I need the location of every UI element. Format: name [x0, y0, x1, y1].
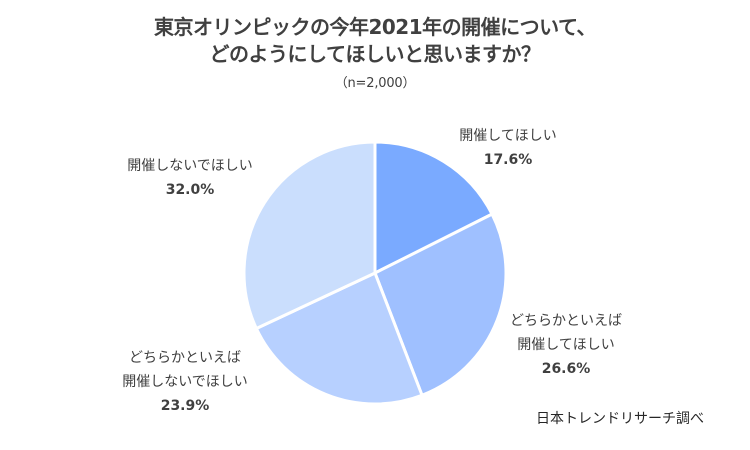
chart-title-line-1: 東京オリンピックの今年2021年の開催について、 [153, 15, 597, 39]
slice-label-0: 開催してほしい 17.6% [459, 128, 557, 168]
slice-value-label: 26.6% [542, 361, 591, 377]
pie-slice-3 [242, 140, 377, 331]
slice-value-label: 17.6% [484, 152, 533, 168]
pie-slice-0 [373, 140, 494, 275]
chart-subtitle: （n=2,000） [334, 76, 416, 91]
source-note: 日本トレンドリサーチ調べ [536, 411, 704, 427]
slice-label-text: どちらかといえば [510, 313, 622, 329]
slice-label-text: 開催してほしい [459, 128, 557, 144]
slice-label-text: どちらかといえば [129, 350, 241, 366]
pie-slice-1 [373, 212, 508, 397]
slice-value-label: 23.9% [161, 398, 210, 414]
slice-label-3: 開催しないでほしい 32.0% [127, 158, 253, 198]
pie-slice-2 [254, 271, 424, 406]
chart-title-line-2: どのようにしてほしいと思いますか？ [209, 42, 541, 66]
slice-label-text: 開催しないでほしい [122, 374, 248, 390]
slice-value-label: 32.0% [166, 182, 215, 198]
slice-label-text: 開催してほしい [517, 337, 615, 353]
chart-title-block: 東京オリンピックの今年2021年の開催について、 どのようにしてほしいと思います… [0, 14, 750, 91]
slice-label-text: 開催しないでほしい [127, 158, 253, 174]
